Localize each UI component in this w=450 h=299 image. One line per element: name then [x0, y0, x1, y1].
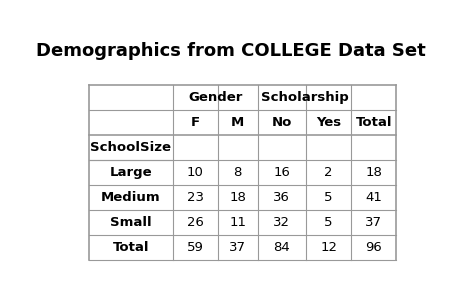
- Text: Yes: Yes: [316, 116, 341, 129]
- Text: 26: 26: [187, 216, 203, 229]
- Text: M: M: [231, 116, 244, 129]
- Text: Total: Total: [356, 116, 392, 129]
- Text: 36: 36: [274, 191, 290, 204]
- Text: Demographics from COLLEGE Data Set: Demographics from COLLEGE Data Set: [36, 42, 426, 60]
- Text: 23: 23: [187, 191, 204, 204]
- Text: No: No: [272, 116, 292, 129]
- Text: 18: 18: [365, 166, 382, 179]
- Text: 5: 5: [324, 216, 333, 229]
- Text: 5: 5: [324, 191, 333, 204]
- Text: Scholarship: Scholarship: [261, 91, 348, 104]
- Text: 11: 11: [229, 216, 246, 229]
- Text: F: F: [191, 116, 200, 129]
- Text: 18: 18: [229, 191, 246, 204]
- Text: 41: 41: [365, 191, 382, 204]
- Text: 84: 84: [274, 241, 290, 254]
- Text: Small: Small: [110, 216, 152, 229]
- Text: 10: 10: [187, 166, 203, 179]
- Text: 37: 37: [365, 216, 382, 229]
- Text: Gender: Gender: [188, 91, 242, 104]
- Text: SchoolSize: SchoolSize: [90, 141, 171, 154]
- Text: 59: 59: [187, 241, 203, 254]
- Text: 12: 12: [320, 241, 337, 254]
- Text: 96: 96: [365, 241, 382, 254]
- Text: 8: 8: [234, 166, 242, 179]
- Text: 32: 32: [273, 216, 290, 229]
- Text: 2: 2: [324, 166, 333, 179]
- Text: Total: Total: [113, 241, 149, 254]
- Text: Large: Large: [110, 166, 152, 179]
- Text: Medium: Medium: [101, 191, 161, 204]
- Text: 37: 37: [229, 241, 246, 254]
- Text: 16: 16: [274, 166, 290, 179]
